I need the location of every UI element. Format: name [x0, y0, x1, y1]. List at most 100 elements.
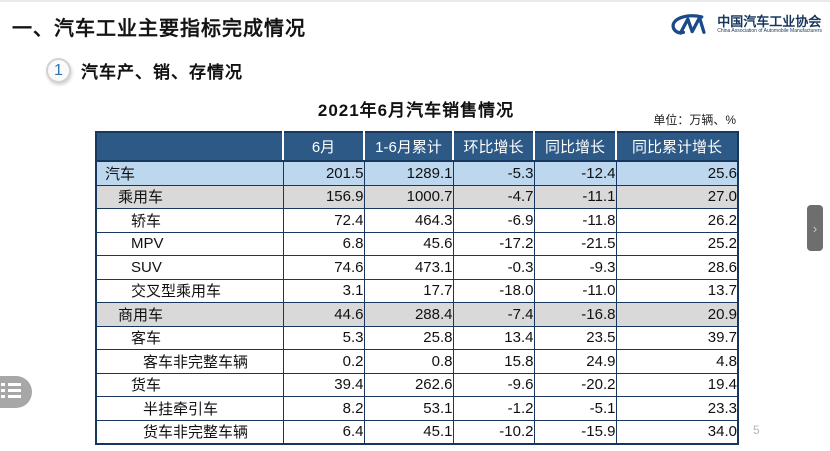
header-row: 6月 1-6月累计 环比增长 同比增长 同比累计增长 — [96, 132, 738, 162]
list-icon — [1, 383, 21, 398]
row-label: 交叉型乘用车 — [95, 278, 284, 303]
section-heading: 1 汽车产、销、存情况 — [46, 58, 243, 83]
table-row: 轿车 72.4 464.3 -6.9 -11.8 26.2 — [95, 208, 739, 233]
cell-value: 288.4 — [363, 302, 454, 327]
cell-value: -4.7 — [452, 184, 535, 209]
row-label: 货车非完整车辆 — [95, 419, 284, 445]
table-row: 乘用车 156.9 1000.7 -4.7 -11.1 27.0 — [95, 184, 739, 209]
cell-value: 3.1 — [282, 278, 365, 303]
cell-value: 6.4 — [282, 419, 365, 445]
cell-value: 4.8 — [615, 349, 739, 374]
cell-value: 23.5 — [533, 325, 617, 350]
cell-value: 473.1 — [363, 255, 454, 280]
cell-value: 19.4 — [615, 372, 739, 397]
section-number-badge: 1 — [46, 58, 71, 83]
header-cell-label — [96, 132, 283, 162]
cell-value: 72.4 — [282, 208, 365, 233]
table-row: 汽车 201.5 1289.1 -5.3 -12.4 25.6 — [95, 160, 739, 186]
cell-value: 26.2 — [615, 208, 739, 233]
table-row: MPV 6.8 45.6 -17.2 -21.5 25.2 — [95, 231, 739, 256]
chevron-right-icon: › — [812, 220, 818, 236]
cell-value: -10.2 — [452, 419, 535, 445]
cell-value: 0.8 — [363, 349, 454, 374]
cell-value: -5.1 — [533, 396, 617, 421]
row-label: 货车 — [95, 372, 284, 397]
row-label: 汽车 — [95, 160, 284, 186]
cell-value: 24.9 — [533, 349, 617, 374]
cell-value: 23.3 — [615, 396, 739, 421]
cell-value: -11.8 — [533, 208, 617, 233]
header-cell-yoy-cum: 同比累计增长 — [615, 132, 738, 162]
table-row: 交叉型乘用车 3.1 17.7 -18.0 -11.0 13.7 — [95, 278, 739, 303]
cell-value: -11.0 — [533, 278, 617, 303]
header-cell-mom: 环比增长 — [452, 132, 534, 162]
cell-value: 27.0 — [615, 184, 739, 209]
top-divider — [0, 0, 830, 2]
table-header: 6月 1-6月累计 环比增长 同比增长 同比累计增长 — [96, 132, 738, 162]
cell-value: 34.0 — [615, 419, 739, 445]
cell-value: -7.4 — [452, 302, 535, 327]
cell-value: 28.6 — [615, 255, 739, 280]
cell-value: 15.8 — [452, 349, 535, 374]
cell-value: 13.7 — [615, 278, 739, 303]
cell-value: -9.3 — [533, 255, 617, 280]
table-title: 2021年6月汽车销售情况 — [317, 101, 515, 120]
cell-value: 25.8 — [363, 325, 454, 350]
row-label: 客车非完整车辆 — [95, 349, 284, 374]
cell-value: 1289.1 — [363, 160, 454, 186]
row-label: SUV — [95, 255, 284, 280]
cam-logo-icon — [671, 14, 706, 35]
cell-value: -16.8 — [533, 302, 617, 327]
cell-value: 0.2 — [282, 349, 365, 374]
cell-value: 1000.7 — [363, 184, 454, 209]
cell-value: 13.4 — [452, 325, 535, 350]
cell-value: 39.4 — [282, 372, 365, 397]
cell-value: -5.3 — [452, 160, 535, 186]
cell-value: -11.1 — [533, 184, 617, 209]
org-name-en: China Association of Automobile Manufact… — [717, 28, 822, 35]
cell-value: -21.5 — [533, 231, 617, 256]
cell-value: 17.7 — [363, 278, 454, 303]
table-row: SUV 74.6 473.1 -0.3 -9.3 28.6 — [95, 255, 739, 280]
row-label: MPV — [95, 231, 284, 256]
page-number: 5 — [753, 423, 760, 437]
cell-value: -0.3 — [452, 255, 535, 280]
table-row: 客车非完整车辆 0.2 0.8 15.8 24.9 4.8 — [95, 349, 739, 374]
cell-value: 464.3 — [363, 208, 454, 233]
row-label: 商用车 — [95, 302, 284, 327]
cell-value: 156.9 — [282, 184, 365, 209]
table-body: 汽车 201.5 1289.1 -5.3 -12.4 25.6 乘用车 156.9 1000.7… — [95, 160, 739, 445]
cell-value: 25.2 — [615, 231, 739, 256]
cell-value: -20.2 — [533, 372, 617, 397]
cell-value: 39.7 — [615, 325, 739, 350]
cell-value: 6.8 — [282, 231, 365, 256]
table-row: 商用车 44.6 288.4 -7.4 -16.8 20.9 — [95, 302, 739, 327]
table-row: 客车 5.3 25.8 13.4 23.5 39.7 — [95, 325, 739, 350]
cell-value: 74.6 — [282, 255, 365, 280]
outline-toggle-button[interactable] — [0, 376, 32, 408]
cell-value: 45.6 — [363, 231, 454, 256]
cell-value: 20.9 — [615, 302, 739, 327]
org-logo: 中国汽车工业协会 China Association of Automobile… — [668, 12, 822, 38]
cell-value: -18.0 — [452, 278, 535, 303]
cell-value: -12.4 — [533, 160, 617, 186]
table-row: 货车 39.4 262.6 -9.6 -20.2 19.4 — [95, 372, 739, 397]
header-cell-yoy: 同比增长 — [533, 132, 616, 162]
row-label: 乘用车 — [95, 184, 284, 209]
cell-value: -15.9 — [533, 419, 617, 445]
header-cell-cumulative: 1-6月累计 — [363, 132, 453, 162]
row-label: 客车 — [95, 325, 284, 350]
cell-value: 8.2 — [282, 396, 365, 421]
cell-value: 44.6 — [282, 302, 365, 327]
header-cell-june: 6月 — [282, 132, 364, 162]
table-row: 货车非完整车辆 6.4 45.1 -10.2 -15.9 34.0 — [95, 419, 739, 445]
cell-value: 262.6 — [363, 372, 454, 397]
cell-value: 25.6 — [615, 160, 739, 186]
unit-note: 单位：万辆、% — [653, 113, 736, 127]
side-panel-handle[interactable]: › — [807, 205, 823, 251]
cell-value: 45.1 — [363, 419, 454, 445]
cell-value: -17.2 — [452, 231, 535, 256]
sales-table: 6月 1-6月累计 环比增长 同比增长 同比累计增长 汽车 201.5 1289.1… — [95, 131, 739, 445]
row-label: 半挂牵引车 — [95, 396, 284, 421]
cell-value: 201.5 — [282, 160, 365, 186]
